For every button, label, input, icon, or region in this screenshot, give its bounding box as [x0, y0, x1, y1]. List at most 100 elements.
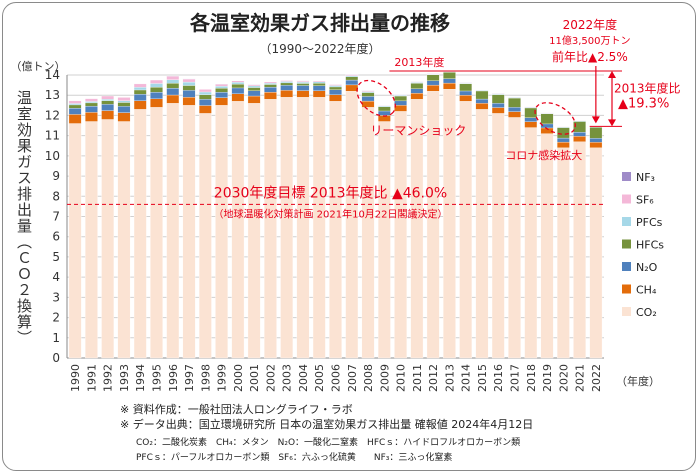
- bar-segment: [133, 89, 147, 95]
- bar-segment: [101, 119, 115, 359]
- bar-stack: [215, 83, 228, 359]
- bar-segment: [345, 75, 359, 77]
- annotation-latest-line1: 2022年度: [563, 17, 618, 32]
- bar-stack: [296, 80, 310, 359]
- bar-segment: [296, 80, 310, 83]
- x-tick-label: 1991: [85, 364, 98, 392]
- bar-stack: [85, 98, 98, 359]
- x-tick-label: 1999: [216, 364, 229, 392]
- x-tick-label: 1998: [199, 364, 212, 392]
- bar-segment: [280, 82, 294, 86]
- y-tick-label: 0: [52, 351, 60, 365]
- bar-segment: [345, 76, 359, 81]
- bar-segment: [361, 96, 375, 102]
- y-tick-label: 7: [52, 210, 60, 224]
- legend-swatch: [622, 217, 631, 226]
- bar-segment: [215, 97, 228, 106]
- bar-segment: [133, 83, 147, 88]
- bar-segment: [182, 105, 196, 359]
- y-tick-label: 3: [52, 290, 60, 304]
- difference-arrow-head-bottom: [608, 119, 616, 127]
- bar-segment: [117, 102, 131, 107]
- bar-segment: [264, 84, 277, 88]
- bar-stack: [68, 100, 82, 359]
- bar-segment: [377, 110, 391, 116]
- bar-segment: [329, 94, 342, 102]
- bar-segment: [247, 95, 261, 104]
- bar-stack: [117, 97, 131, 359]
- bar-segment: [133, 109, 147, 359]
- bar-segment: [166, 87, 180, 96]
- bar-stack: [345, 74, 359, 359]
- bar-segment: [280, 81, 294, 84]
- bar-segment: [101, 100, 115, 105]
- x-tick-label: 2007: [346, 364, 359, 392]
- bar-segment: [231, 93, 245, 102]
- bar-segment: [85, 102, 98, 107]
- legend-label: CH₄: [636, 284, 657, 297]
- bar-segment: [524, 117, 538, 122]
- bar-segment: [410, 99, 424, 359]
- bar-segment: [589, 127, 603, 139]
- x-tick-label: 2011: [411, 364, 424, 392]
- x-tick-label: 2021: [574, 364, 587, 392]
- bar-segment: [166, 103, 180, 359]
- bar-segment: [377, 106, 391, 112]
- bar-stack: [508, 96, 521, 359]
- x-tick-label: 2004: [297, 364, 310, 392]
- bar-stack: [312, 80, 326, 359]
- bar-segment: [68, 108, 82, 115]
- bar-segment: [459, 90, 473, 96]
- bar-segment: [85, 121, 98, 359]
- bar-segment: [231, 82, 245, 85]
- chart-legend: NF₃ SF₆ PFCs HFCs N₂O CH₄ CO₂: [622, 171, 664, 319]
- bar-segment: [377, 121, 391, 359]
- bar-stack: [150, 79, 163, 359]
- bar-stack: [361, 90, 375, 359]
- latest-arrow-head: [591, 116, 600, 124]
- x-tick-label: 2002: [264, 364, 277, 392]
- legend-swatch: [622, 262, 631, 271]
- y-tick-label: 12: [45, 108, 60, 122]
- bar-segment: [508, 107, 521, 112]
- bar-segment: [182, 81, 196, 86]
- x-tick-label: 1994: [134, 364, 147, 392]
- bar-segment: [117, 97, 131, 101]
- bar-stack: [394, 94, 407, 359]
- bar-segment: [329, 86, 342, 90]
- target-sublabel: （地球温暖化対策計画 2021年10月22日閣議決定）: [213, 207, 447, 220]
- bar-segment: [117, 100, 131, 103]
- legend-swatch: [622, 284, 631, 294]
- x-tick-labels: 1990 1991 1992 1993 1994 1995 1996 1997 1998 1999…: [69, 364, 603, 392]
- bar-stack: [280, 80, 294, 359]
- bar-segment: [312, 83, 326, 86]
- bar-segment: [394, 111, 407, 359]
- bar-stack: [133, 83, 147, 359]
- annotation-vs2013-line1: 2013年度比: [614, 81, 681, 96]
- bar-segment: [361, 100, 375, 108]
- bar-segment: [101, 95, 115, 100]
- bar-segment: [459, 95, 473, 102]
- bar-segment: [85, 101, 98, 104]
- bar-stack: [264, 81, 277, 359]
- bar-segment: [475, 109, 489, 359]
- bar-segment: [68, 100, 82, 104]
- y-tick-label: 13: [45, 88, 60, 102]
- bar-segment: [264, 92, 277, 100]
- annotation-corona: コロナ感染拡大: [505, 148, 582, 162]
- bar-segment: [459, 101, 473, 359]
- bar-segment: [312, 90, 326, 98]
- y-tick-label: 11: [45, 129, 60, 143]
- bar-segment: [117, 112, 131, 122]
- x-tick-label: 2009: [378, 364, 391, 392]
- bar-segment: [68, 104, 82, 109]
- legend-swatch: [622, 239, 631, 249]
- x-axis-title: （年度）: [616, 374, 660, 388]
- bar-segment: [231, 101, 245, 359]
- annotation-2013: 2013年度: [394, 55, 444, 69]
- x-tick-label: 2019: [541, 364, 554, 392]
- annotation-vs2013-line2: ▲19.3%: [618, 97, 669, 112]
- bar-stack: [198, 89, 212, 359]
